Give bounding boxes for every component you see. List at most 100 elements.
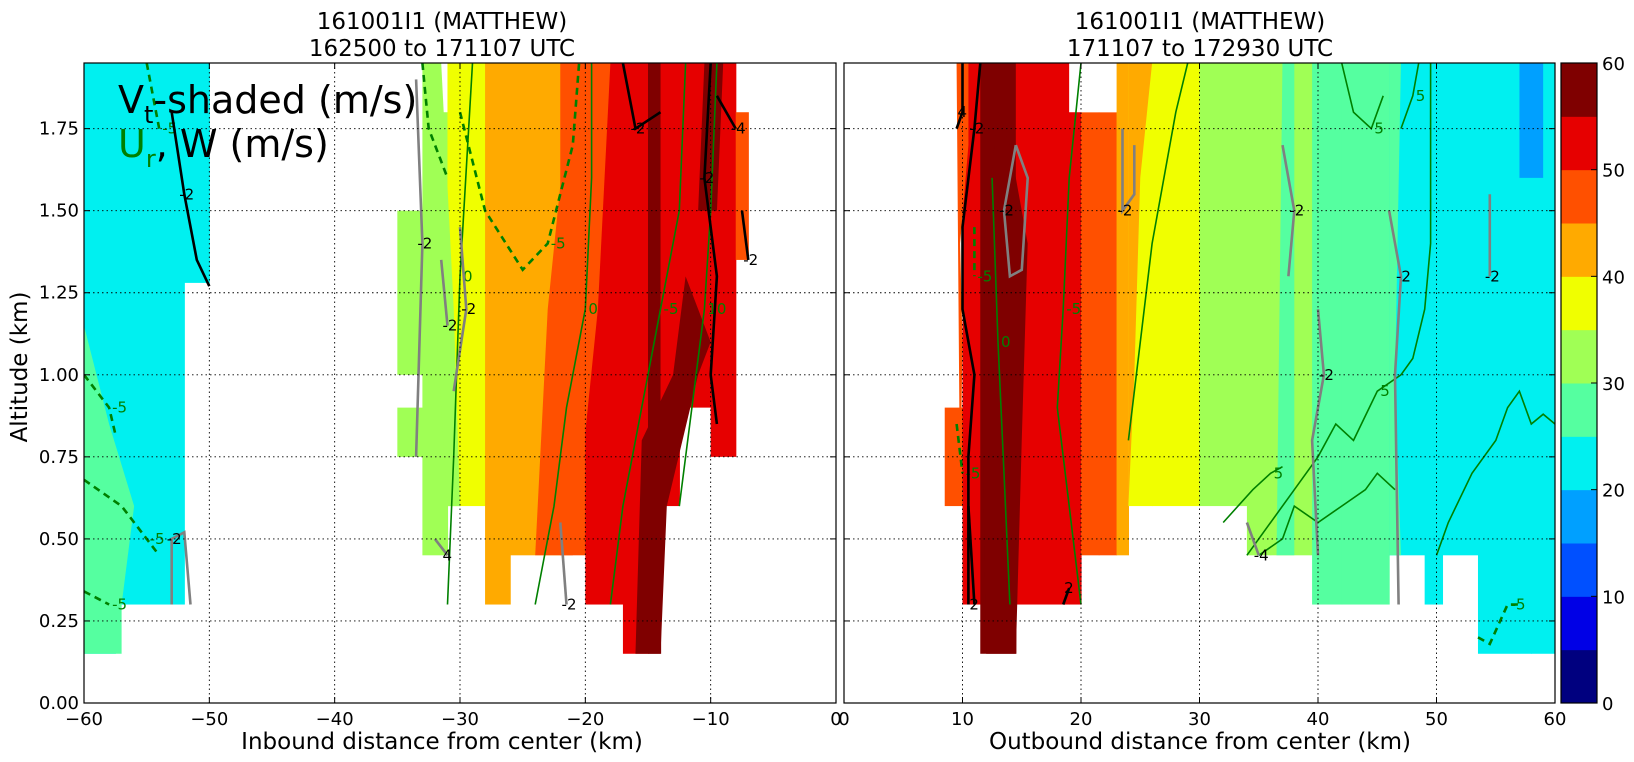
x-tick-label-4: −20 bbox=[566, 709, 604, 730]
ur-contour-label-1: -5 bbox=[1066, 300, 1081, 318]
outbound-panel: 161001I1 (MATTHEW) 171107 to 172930 UTC … bbox=[838, 9, 1566, 755]
vt-cell-10 bbox=[1199, 63, 1248, 507]
legend-vt-subscript: t bbox=[144, 101, 153, 129]
w-contour-8 bbox=[1387, 210, 1403, 605]
ur-contour-2 bbox=[84, 590, 110, 606]
w-contour-label-10: -2 bbox=[743, 251, 758, 269]
legend-ur-line: Ur, W (m/s) bbox=[118, 122, 329, 173]
colorbar-tick-label-1: 10 bbox=[1602, 587, 1625, 608]
x-tick-label-2: 20 bbox=[1070, 709, 1093, 730]
y-tick-label-4: 1.00 bbox=[39, 365, 79, 386]
ur-contour-label-3: -5 bbox=[551, 235, 566, 253]
outbound-subtitle: 171107 to 172930 UTC bbox=[1067, 36, 1333, 62]
ur-contour-label-6: 0 bbox=[463, 267, 473, 285]
ur-contour-label-3: 5 bbox=[1274, 464, 1284, 482]
vt-cell-11 bbox=[1246, 63, 1272, 556]
colorbar-segment-11 bbox=[1561, 63, 1597, 117]
w-contour-label-6: -2 bbox=[699, 169, 714, 187]
w-contour-9 bbox=[715, 95, 737, 130]
vt-band-0 bbox=[84, 325, 135, 654]
vt-cell-16 bbox=[1424, 63, 1444, 605]
w-contour-0 bbox=[955, 63, 964, 130]
w-contour-label-3: 2 bbox=[1064, 579, 1074, 597]
colorbar-tick-label-4: 40 bbox=[1602, 267, 1625, 288]
ur-contour-1 bbox=[84, 478, 161, 557]
w-contour-7 bbox=[1310, 309, 1326, 556]
x-tick-label-0: −60 bbox=[65, 709, 103, 730]
ur-contour-label-2: -5 bbox=[112, 596, 127, 614]
w-contour-0 bbox=[170, 112, 211, 287]
vt-cell-6 bbox=[1098, 112, 1118, 556]
y-tick-label-1: 0.25 bbox=[39, 611, 79, 632]
ur-contour-label-11: -5 bbox=[977, 267, 992, 285]
w-contour-label-2: 2 bbox=[969, 596, 979, 614]
x-tick-label-3: −30 bbox=[441, 709, 479, 730]
inbound-plot-area: -5-5-5-5-500 -5 10-2-2-2-2-2-2-2-24-4-2−60… bbox=[39, 62, 842, 730]
x-tick-label-6: 60 bbox=[1544, 709, 1567, 730]
w-contour-3 bbox=[452, 227, 468, 392]
x-tick-label-3: 30 bbox=[1188, 709, 1211, 730]
w-contour-2 bbox=[967, 506, 976, 605]
ur-contour-10 bbox=[955, 423, 964, 474]
vt-cell-17 bbox=[1442, 63, 1479, 556]
ur-contour-3 bbox=[1222, 466, 1283, 524]
ur-contour-label-6: 5 bbox=[1416, 87, 1426, 105]
colorbar-segment-5 bbox=[1561, 383, 1597, 437]
ur-contour-0 bbox=[84, 374, 117, 435]
w-contour-1 bbox=[961, 63, 982, 605]
colorbar-segment-8 bbox=[1561, 223, 1597, 277]
vt-cell-4 bbox=[397, 407, 423, 457]
ur-contour-9 bbox=[678, 63, 718, 507]
w-contour-label-8: -2 bbox=[1396, 267, 1411, 285]
legend-vt-symbol: V bbox=[118, 78, 144, 122]
inbound-panel: 161001I1 (MATTHEW) 162500 to 171107 UTC … bbox=[7, 9, 842, 755]
y-tick-label-5: 1.25 bbox=[39, 283, 79, 304]
w-contour-5 bbox=[621, 63, 662, 131]
ur-contour-7 bbox=[1258, 472, 1396, 556]
plot-legend: Vt-shaded (m/s) Ur, W (m/s) bbox=[118, 78, 417, 173]
legend-ur-subscript: r bbox=[146, 145, 156, 173]
colorbar-segment-9 bbox=[1561, 169, 1597, 224]
vt-cell-7 bbox=[1116, 63, 1129, 556]
vt-cell-3 bbox=[184, 63, 210, 283]
x-tick-label-1: 10 bbox=[951, 709, 974, 730]
w-contour-3 bbox=[1061, 587, 1071, 605]
w-contour-label-9: -2 bbox=[1485, 267, 1500, 285]
w-contour-label-0: -2 bbox=[179, 185, 194, 203]
x-tick-label-6: 0 bbox=[830, 709, 841, 730]
colorbar-segment-7 bbox=[1561, 276, 1597, 331]
ur-contour-2 bbox=[1127, 63, 1189, 441]
x-tick-label-4: 40 bbox=[1307, 709, 1330, 730]
y-tick-label-7: 1.75 bbox=[39, 119, 79, 140]
ur-contour-label-5: 5 bbox=[1374, 120, 1384, 138]
w-contour-2 bbox=[414, 79, 424, 457]
vt-band-5 bbox=[1519, 63, 1544, 178]
y-axis-label: Altitude (km) bbox=[7, 292, 33, 443]
colorbar: 0 10 20 30 40 50 60 bbox=[1560, 54, 1625, 715]
w-contour-label-0: 4 bbox=[958, 103, 968, 121]
w-contour-4 bbox=[1002, 144, 1030, 279]
vt-band-1 bbox=[422, 63, 460, 507]
inbound-title: 161001I1 (MATTHEW) bbox=[317, 9, 568, 35]
ur-contour-3 bbox=[458, 63, 581, 272]
w-contour-label-6: -2 bbox=[1289, 202, 1304, 220]
legend-ur-symbol: U bbox=[118, 122, 146, 166]
w-contour-10 bbox=[740, 210, 750, 261]
w-contour-label-5: -2 bbox=[1117, 202, 1132, 220]
colorbar-tick-label-0: 0 bbox=[1602, 694, 1613, 715]
ur-contour-label-9: 10 bbox=[707, 300, 726, 318]
x-tick-label-1: −50 bbox=[190, 709, 228, 730]
colorbar-tick-label-3: 30 bbox=[1602, 374, 1625, 395]
vt-cell-17 bbox=[735, 112, 749, 260]
w-contour-label-9: -4 bbox=[731, 120, 746, 138]
w-contour-label-10: -4 bbox=[1254, 546, 1269, 564]
vt-cell-0 bbox=[944, 407, 964, 507]
vt-cell-4 bbox=[1069, 63, 1082, 605]
ur-contour-8 bbox=[1435, 389, 1555, 556]
ur-contour-8 bbox=[609, 63, 687, 605]
legend-ur-text: , W (m/s) bbox=[156, 122, 329, 166]
legend-vt-line: Vt-shaded (m/s) bbox=[118, 78, 417, 129]
inbound-x-axis-label: Inbound distance from center (km) bbox=[241, 729, 643, 755]
